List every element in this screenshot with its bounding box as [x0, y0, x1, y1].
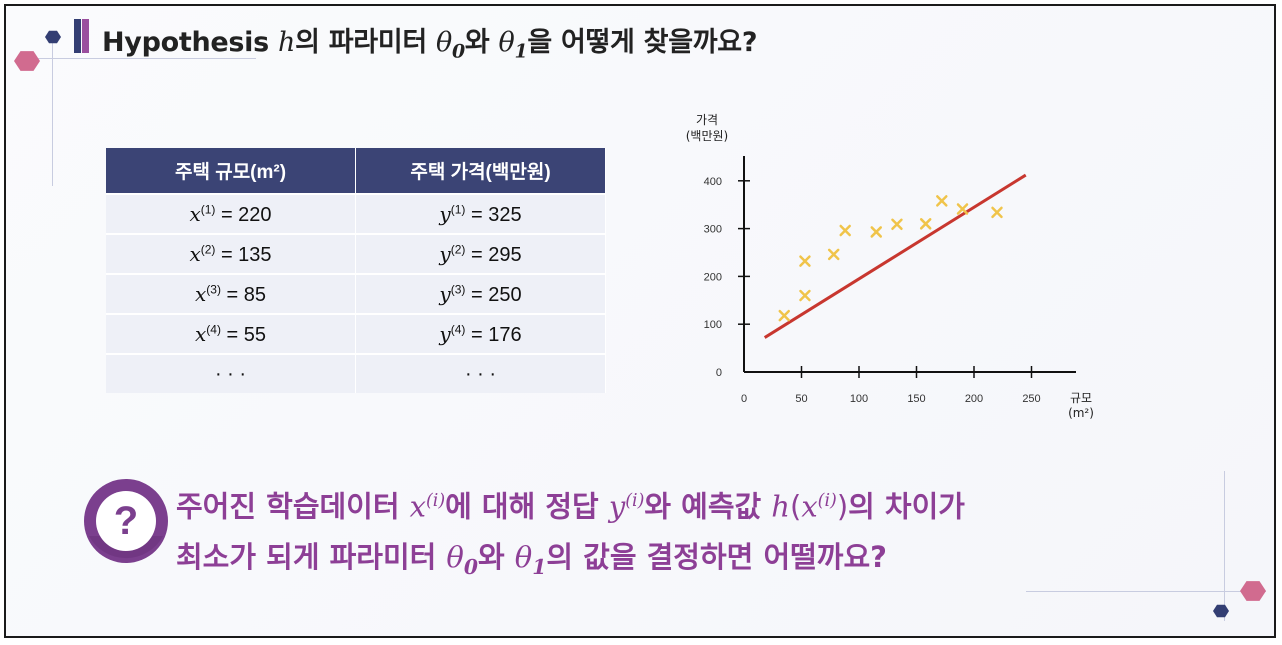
price-cell: y(4) = 176	[355, 313, 606, 354]
price-cell: y(2) = 295	[355, 233, 606, 274]
size-cell: x(4) = 55	[106, 313, 357, 354]
table-row: x(1) = 220 y(1) = 325	[106, 193, 606, 234]
regression-line	[763, 173, 1027, 339]
data-point	[799, 289, 811, 302]
table-row-ellipsis: · · · · · ·	[106, 353, 606, 393]
table-row: x(4) = 55 y(4) = 176	[106, 313, 606, 354]
header-price: 주택 가격(백만원)	[355, 148, 606, 194]
x-tick-label: 100	[850, 393, 868, 405]
y-tick-label: 100	[704, 319, 722, 331]
data-point	[778, 309, 790, 322]
price-cell: y(1) = 325	[355, 193, 606, 234]
header-size: 주택 규모(m²)	[106, 148, 357, 194]
question-line-2: 최소가 되게 파라미터 θ0와 θ1의 값을 결정하면 어떨까요?	[176, 539, 887, 579]
y-axis-label: 가격	[696, 113, 718, 127]
deco-line-bottom	[1026, 591, 1266, 592]
hexagon-navy-icon-2	[1213, 604, 1229, 618]
y-tick-label: 0	[716, 367, 722, 379]
question-mark: ?	[114, 499, 138, 543]
hexagon-pink-icon	[14, 51, 40, 71]
size-cell: x(1) = 220	[106, 193, 357, 234]
data-point	[891, 218, 903, 231]
table-row: x(3) = 85 y(3) = 250	[106, 273, 606, 314]
housing-data-table: 주택 규모(m²) 주택 가격(백만원) x(1) = 220 y(1) = 3…	[106, 148, 606, 393]
question-text: 주어진 학습데이터 x(i)에 대해 정답 y(i)와 예측값 h(x(i))의…	[176, 476, 965, 591]
x-tick-label: 50	[795, 393, 807, 405]
slide: Hypothesis h의 파라미터 θ0와 θ1을 어떻게 찾을까요? 주택 …	[4, 4, 1276, 638]
scatter-chart: 0 50 100 150 200 250 0 100 200 300 400 가격 (백만원) 규모(m²…	[686, 113, 1094, 420]
data-point	[839, 224, 851, 237]
page-title: Hypothesis h의 파라미터 θ0와 θ1을 어떻게 찾을까요?	[102, 27, 758, 63]
table-row: x(2) = 135 y(2) = 295	[106, 233, 606, 274]
data-point	[936, 195, 948, 207]
y-tick-label: 300	[704, 224, 722, 236]
hexagon-pink-icon-2	[1240, 581, 1266, 601]
x-tick-label: 200	[965, 393, 983, 405]
data-point	[827, 248, 840, 261]
y-tick-label: 400	[704, 176, 722, 188]
data-point	[870, 226, 882, 238]
question-badge-icon: ?	[84, 479, 168, 563]
x-axis-label: (m²)	[1068, 406, 1094, 420]
x-tick-label: 150	[907, 393, 925, 405]
title-accent-bar-navy	[74, 19, 81, 53]
data-point	[799, 255, 811, 267]
y-tick-label: 200	[704, 271, 722, 283]
y-axis-label: (백만원)	[686, 129, 728, 143]
hexagon-navy-icon	[45, 30, 61, 44]
price-cell: y(3) = 250	[355, 273, 606, 314]
question-line-1: 주어진 학습데이터 x(i)에 대해 정답 y(i)와 예측값 h(x(i))의…	[176, 489, 965, 524]
size-cell: x(2) = 135	[106, 233, 357, 274]
size-cell: x(3) = 85	[106, 273, 357, 314]
ellipsis-cell: · · ·	[355, 353, 606, 393]
data-point	[991, 206, 1003, 219]
deco-line-left	[52, 36, 53, 186]
ellipsis-cell: · · ·	[106, 353, 357, 393]
x-tick-label: 250	[1022, 393, 1040, 405]
data-point	[919, 218, 932, 230]
deco-line-right	[1224, 471, 1225, 621]
title-accent-bar-purple	[82, 19, 89, 53]
x-tick-label: 0	[741, 393, 747, 405]
deco-line-top	[16, 58, 256, 59]
data-point	[956, 203, 969, 215]
x-axis-label: 규모	[1070, 391, 1092, 405]
